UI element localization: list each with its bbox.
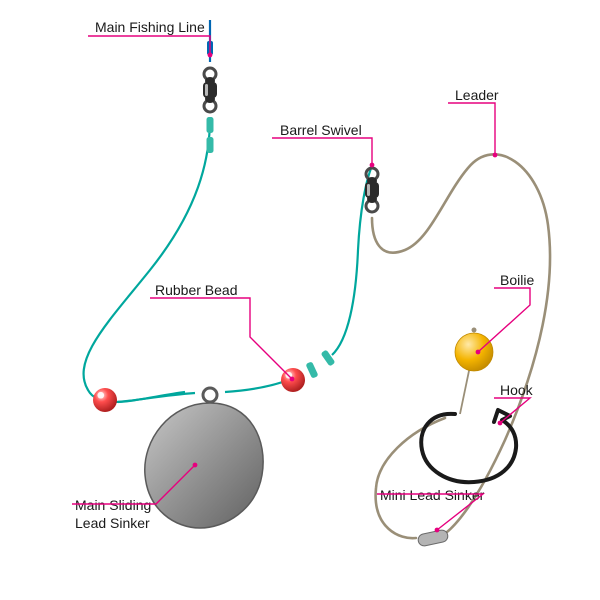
label-text: Main Sliding	[75, 497, 151, 513]
label-text: Hook	[500, 382, 534, 398]
crimp-icon	[305, 361, 318, 378]
main-sinker-icon	[145, 403, 263, 528]
crimp-icon	[321, 349, 336, 366]
crimp-icon	[207, 137, 214, 153]
middle-line	[84, 118, 210, 402]
rubber-bead-icon	[93, 388, 117, 412]
label-connector	[448, 103, 495, 155]
crimp-icon	[207, 117, 214, 133]
label-connector	[272, 138, 372, 165]
label-text: Rubber Bead	[155, 282, 238, 298]
label-text: Barrel Swivel	[280, 122, 362, 138]
label-connector	[150, 298, 292, 379]
label-text: Lead Sinker	[75, 515, 150, 531]
boilie-icon	[455, 333, 493, 371]
barrel-swivel-icon	[203, 68, 217, 112]
label-text: Boilie	[500, 272, 534, 288]
fishing-rig-diagram: Main Fishing Line Barrel Swivel Leader Rubb…	[0, 0, 600, 600]
barrel-swivel-icon	[365, 168, 379, 212]
label-text: Mini Lead Sinker	[380, 487, 485, 503]
mini-sinker-icon	[417, 529, 449, 547]
label-connector	[88, 36, 210, 55]
label-text: Main Fishing Line	[95, 19, 205, 35]
label-text: Leader	[455, 87, 499, 103]
